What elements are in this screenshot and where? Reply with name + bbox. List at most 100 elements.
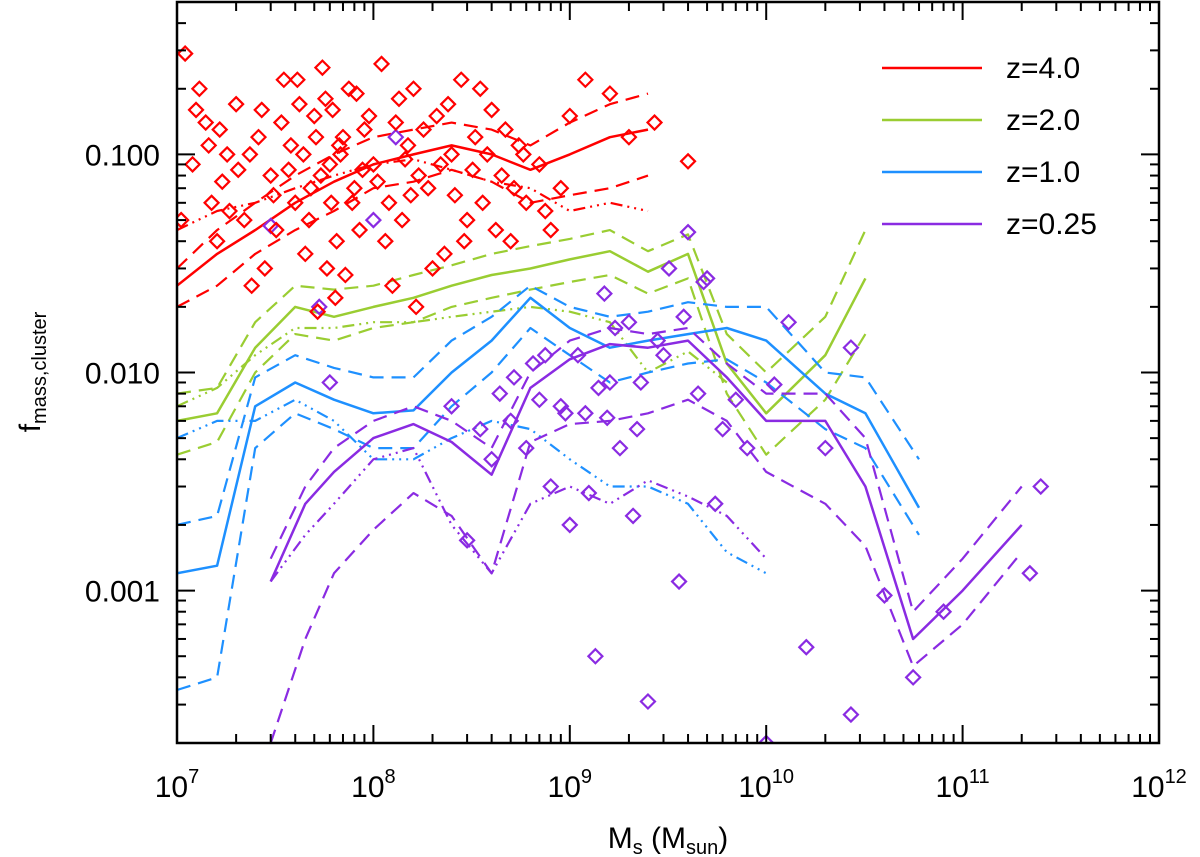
- scatter-z025-point-50: [536, 346, 554, 364]
- scatter-z4-point-63: [324, 101, 342, 119]
- series-3-dotdash-line: [269, 447, 768, 583]
- x-tick-label-3: 1010: [738, 766, 794, 804]
- scatter-z4-point-29: [410, 167, 428, 185]
- scatter-z4-point-2: [183, 155, 202, 173]
- scatter-z4-point-93: [211, 121, 229, 139]
- scatter-z4-point-61: [309, 303, 327, 321]
- scatter-z4-point-48: [576, 71, 594, 89]
- series-1-dotdash-line: [177, 305, 728, 408]
- scatter-z4-point-99: [272, 114, 290, 132]
- scatter-z025-point-54: [580, 484, 598, 502]
- scatter-z025-point-9: [502, 412, 520, 430]
- scatter-z4-point-81: [446, 186, 464, 204]
- scatter-z4-point-43: [530, 155, 548, 173]
- y-tick-label-2: 0.100: [85, 139, 160, 172]
- scatter-z4-point-59: [290, 95, 308, 113]
- scatter-z4-point-20: [350, 221, 369, 239]
- scatter-z4-point-25: [387, 114, 405, 132]
- x-tick-label-2: 109: [548, 766, 593, 804]
- scatter-z025-point-56: [654, 346, 673, 364]
- scatter-z025-point-16: [576, 404, 594, 422]
- scatter-z025-point-21: [620, 313, 638, 331]
- scatter-z4-point-90: [177, 211, 190, 229]
- scatter-z4-point-52: [679, 152, 697, 170]
- series-2-lower-line: [177, 326, 920, 692]
- scatter-z025-point-37: [797, 638, 815, 656]
- scatter-z025-point-40: [842, 339, 860, 357]
- legend: z=4.0 z=2.0 z=1.0 z=0.25: [882, 52, 1097, 241]
- scatter-z025-point-30: [706, 495, 724, 513]
- scatter-z4-point-46: [552, 179, 570, 197]
- scatter-z4-point-71: [376, 232, 394, 250]
- scatter-z025-point-14: [561, 516, 579, 534]
- scatter-z025-point-39: [842, 706, 860, 724]
- scatter-z4-point-102: [294, 145, 312, 163]
- legend-label-3: z=0.25: [1006, 208, 1097, 241]
- series-1-lower-line: [177, 273, 867, 456]
- scatter-z4-point-14: [313, 59, 331, 77]
- x-tick-label-1: 108: [351, 766, 396, 804]
- scatter-z4-point-66: [343, 194, 361, 212]
- scatter-z4-point-98: [264, 186, 283, 204]
- scatter-z4-point-69: [360, 107, 378, 125]
- scatter-z4-point-54: [213, 173, 231, 191]
- scatter-z4-point-38: [483, 101, 501, 119]
- legend-label-0: z=4.0: [1006, 52, 1080, 85]
- scatter-z025-point-41: [875, 586, 894, 604]
- scatter-z4-point-57: [267, 221, 285, 239]
- scatter-z025-point-34: [757, 734, 775, 743]
- scatter-z4-point-26: [393, 211, 411, 229]
- scatter-z025-point-36: [780, 313, 798, 331]
- scatter-z4-point-23: [372, 55, 391, 73]
- scatter-z025-point-18: [595, 285, 613, 303]
- scatter-z4-point-106: [316, 90, 335, 108]
- scatter-z4-point-76: [407, 298, 425, 316]
- scatter-z025-point-4: [387, 128, 405, 146]
- scatter-z4-point-22: [364, 155, 382, 173]
- scatter-z4-point-83: [464, 161, 482, 179]
- scatter-z4-point-49: [601, 85, 619, 103]
- scatter-z025-point-27: [679, 223, 697, 241]
- scatter-z4-point-91: [187, 101, 205, 119]
- scatter-z025-point-7: [471, 420, 489, 438]
- scatter-z4-point-80: [439, 95, 457, 113]
- y-tick-label-0: 0.001: [85, 576, 160, 609]
- scatter-z025-point-23: [639, 692, 657, 711]
- scatter-z025-point-31: [714, 420, 732, 438]
- scatter-z4-point-10: [275, 71, 293, 89]
- scatter-z4-point-86: [487, 221, 505, 239]
- scatter-z4-point-44: [536, 202, 554, 220]
- scatter-z4-point-55: [243, 277, 261, 295]
- scatter-z025-point-19: [601, 373, 619, 392]
- scatter-z025-point-33: [738, 439, 756, 457]
- scatter-z025-point-53: [491, 385, 509, 403]
- scatter-z025-point-2: [321, 373, 339, 392]
- scatter-z025-point-55: [598, 409, 616, 427]
- scatter-z025-point-3: [364, 211, 382, 229]
- scatter-z025-point-49: [556, 404, 574, 422]
- scatter-z4-point-30: [419, 179, 437, 197]
- scatter-z4-point-85: [478, 145, 496, 163]
- scatter-z4-point-32: [435, 245, 453, 263]
- scatter-z025-point-43: [935, 603, 953, 621]
- scatter-z4-point-36: [466, 128, 484, 146]
- scatter-z4-point-75: [402, 186, 420, 204]
- scatter-z025-point-8: [483, 450, 501, 468]
- scatter-z4-point-50: [620, 128, 638, 146]
- series-3-lower-line: [269, 398, 1023, 743]
- scatter-z4-point-45: [542, 221, 560, 239]
- x-tick-label-0: 107: [155, 766, 200, 804]
- scatter-z4-point-56: [256, 259, 274, 278]
- scatter-z4-point-12: [296, 245, 314, 263]
- scatter-z4-point-8: [249, 128, 268, 146]
- scatter-z4-point-33: [442, 145, 461, 163]
- series-3-median-line: [269, 339, 1023, 641]
- scatter-z025-point-1: [310, 298, 328, 316]
- scatter-z025-point-17: [586, 647, 604, 665]
- scatter-z4-point-13: [305, 107, 323, 125]
- scatter-z025-point-57: [675, 308, 693, 326]
- scatter-z4-point-96: [241, 145, 259, 163]
- scatter-z4-point-65: [336, 266, 354, 284]
- series-2-dotdash-line: [177, 398, 767, 575]
- scatter-z4-point-82: [455, 232, 473, 250]
